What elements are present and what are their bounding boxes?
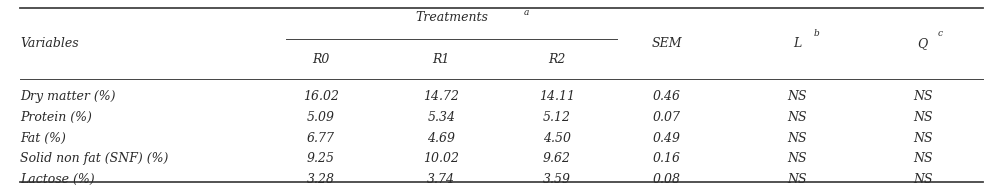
- Text: a: a: [523, 8, 528, 17]
- Text: 0.49: 0.49: [652, 132, 680, 145]
- Text: R0: R0: [312, 53, 330, 66]
- Text: 3.28: 3.28: [307, 173, 335, 186]
- Text: Solid non fat (SNF) (%): Solid non fat (SNF) (%): [20, 152, 168, 165]
- Text: L: L: [793, 37, 801, 50]
- Text: 5.34: 5.34: [427, 111, 455, 124]
- Text: Dry matter (%): Dry matter (%): [20, 90, 115, 103]
- Text: 0.07: 0.07: [652, 111, 680, 124]
- Text: 4.69: 4.69: [427, 132, 455, 145]
- Text: 9.62: 9.62: [542, 152, 570, 165]
- Text: Lactose (%): Lactose (%): [20, 173, 94, 186]
- Text: 14.11: 14.11: [538, 90, 574, 103]
- Text: NS: NS: [912, 132, 932, 145]
- Text: Q: Q: [917, 37, 927, 50]
- Text: R1: R1: [432, 53, 450, 66]
- Text: Protein (%): Protein (%): [20, 111, 92, 124]
- Text: 4.50: 4.50: [542, 132, 570, 145]
- Text: NS: NS: [912, 90, 932, 103]
- Text: NS: NS: [912, 152, 932, 165]
- Text: NS: NS: [912, 173, 932, 186]
- Text: SEM: SEM: [651, 37, 681, 50]
- Text: b: b: [813, 29, 819, 38]
- Text: 14.72: 14.72: [423, 90, 459, 103]
- Text: 3.74: 3.74: [427, 173, 455, 186]
- Text: 6.77: 6.77: [307, 132, 335, 145]
- Text: NS: NS: [787, 152, 807, 165]
- Text: 9.25: 9.25: [307, 152, 335, 165]
- Text: NS: NS: [912, 111, 932, 124]
- Text: 3.59: 3.59: [542, 173, 570, 186]
- Text: NS: NS: [787, 132, 807, 145]
- Text: NS: NS: [787, 173, 807, 186]
- Text: 0.08: 0.08: [652, 173, 680, 186]
- Text: Variables: Variables: [20, 37, 78, 50]
- Text: R2: R2: [547, 53, 565, 66]
- Text: c: c: [937, 29, 942, 38]
- Text: NS: NS: [787, 111, 807, 124]
- Text: NS: NS: [787, 90, 807, 103]
- Text: 16.02: 16.02: [303, 90, 339, 103]
- Text: 5.09: 5.09: [307, 111, 335, 124]
- Text: 0.16: 0.16: [652, 152, 680, 165]
- Text: Fat (%): Fat (%): [20, 132, 66, 145]
- Text: 10.02: 10.02: [423, 152, 459, 165]
- Text: 0.46: 0.46: [652, 90, 680, 103]
- Text: 5.12: 5.12: [542, 111, 570, 124]
- Text: Treatments: Treatments: [415, 11, 487, 24]
